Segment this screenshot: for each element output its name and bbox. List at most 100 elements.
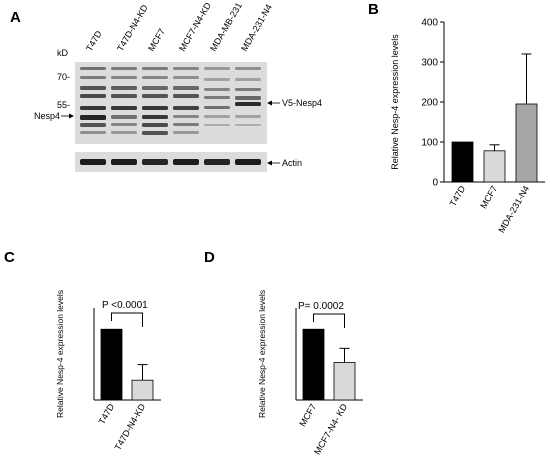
- significance-bracket: [313, 313, 345, 328]
- blot-band: [235, 96, 261, 100]
- panel-a-label: A: [10, 9, 21, 26]
- chart-d: Relative Nesp-4 expression levels MCF7MCF…: [257, 290, 363, 456]
- bar: [131, 379, 154, 401]
- blot-band: [80, 76, 106, 79]
- blot-band: [111, 115, 137, 119]
- y-axis-label: Relative Nesp-4 expression levels: [257, 290, 267, 418]
- blot-band: [204, 67, 230, 70]
- blot-band: [80, 123, 106, 127]
- bar: [333, 362, 356, 401]
- blot-band: [111, 123, 137, 126]
- blot-band: [173, 94, 199, 98]
- blot-band: [80, 106, 106, 110]
- actin-arrowhead: [267, 160, 272, 166]
- blot-band: [142, 76, 168, 79]
- blot-band: [80, 86, 106, 90]
- blot-band: [204, 106, 230, 109]
- kd-unit-label: kD: [57, 48, 69, 58]
- lane-label: T47D: [84, 29, 104, 53]
- blot-band: [111, 106, 137, 110]
- blot-band: [235, 124, 261, 126]
- blot-band: [80, 94, 106, 98]
- actin-band: [111, 159, 137, 165]
- blot-band: [142, 131, 168, 135]
- actin-blot: [75, 152, 267, 172]
- actin-band: [204, 159, 230, 165]
- category-label: MCF7: [297, 402, 318, 428]
- y-axis-label: Relative Nesp-4 expression levels: [390, 34, 400, 170]
- y-tick-label: 100: [421, 138, 438, 149]
- blot-band: [80, 115, 106, 120]
- lane-label: MCF7-N4-KD: [177, 0, 213, 53]
- p-value-annotation: P= 0.0002: [298, 301, 344, 312]
- nesp4-arrowhead: [69, 113, 74, 119]
- blot-band: [80, 131, 106, 134]
- bar: [515, 103, 538, 183]
- blot-band: [142, 115, 168, 119]
- bar: [302, 328, 325, 401]
- blot-band: [235, 102, 261, 106]
- bar: [483, 150, 506, 183]
- blot-band: [111, 131, 137, 134]
- blot-band: [235, 67, 261, 70]
- category-label: T47D: [448, 184, 468, 208]
- actin-band: [142, 159, 168, 165]
- blot-band: [80, 67, 106, 70]
- blot-band: [204, 115, 230, 118]
- blot-band: [173, 86, 199, 90]
- blot-band: [204, 96, 230, 99]
- panel-d-label: D: [204, 249, 215, 266]
- lane-label: MDA-231-N4: [239, 3, 274, 53]
- y-tick-label: 200: [421, 98, 438, 109]
- blot-band: [142, 86, 168, 90]
- blot-band: [111, 94, 137, 98]
- lane-label: MCF7: [146, 27, 167, 53]
- bar: [451, 141, 474, 183]
- y-tick-label: 300: [421, 58, 438, 69]
- chart-c: Relative Nesp-4 expression levels T47DT47…: [55, 290, 161, 452]
- y-tick-label: 400: [421, 18, 438, 29]
- blot-band: [173, 67, 199, 70]
- blot-band: [204, 124, 230, 126]
- marker-70: 70-: [57, 72, 70, 82]
- blot-band: [142, 106, 168, 110]
- main-blot-background: [75, 62, 267, 144]
- actin-bands: [80, 159, 261, 165]
- actin-band: [80, 159, 106, 165]
- y-tick-label: 0: [432, 178, 438, 189]
- blot-band: [173, 76, 199, 79]
- panel-c-label: C: [4, 249, 15, 266]
- actin-annotation: Actin: [282, 158, 302, 168]
- nesp4-annotation: Nesp4: [34, 111, 60, 121]
- lane-label: MDA-MB-231: [208, 1, 244, 53]
- blot-band: [142, 67, 168, 70]
- category-label: MCF7: [478, 184, 499, 210]
- category-label: T47D: [97, 402, 117, 426]
- blot-band: [173, 115, 199, 118]
- blot-band: [235, 115, 261, 118]
- category-label: T47D-N4-KD: [113, 402, 148, 452]
- v5-nesp4-annotation: V5-Nesp4: [282, 98, 322, 108]
- blot-bands: [80, 67, 261, 135]
- actin-band: [173, 159, 199, 165]
- blot-band: [204, 78, 230, 81]
- blot-band: [111, 76, 137, 79]
- blot-band: [173, 106, 199, 110]
- chart-b: 0 100 200 300 400 Relative Nesp-4 expression …: [390, 18, 545, 234]
- blot-band: [173, 123, 199, 126]
- blot-band: [111, 86, 137, 90]
- significance-bracket: [111, 312, 143, 327]
- blot-band: [142, 123, 168, 127]
- v5-arrowhead: [267, 100, 272, 106]
- actin-blot-background: [75, 152, 267, 172]
- marker-55: 55-: [57, 100, 70, 110]
- panel-b-label: B: [368, 1, 379, 18]
- y-axis-label: Relative Nesp-4 expression levels: [55, 290, 65, 418]
- lane-label: T47D-N4-KD: [115, 3, 150, 53]
- category-label: MDA-231-N4: [496, 184, 531, 234]
- actin-band: [235, 159, 261, 165]
- bar: [100, 328, 123, 401]
- category-label: MCF7-N4- KD: [312, 402, 349, 457]
